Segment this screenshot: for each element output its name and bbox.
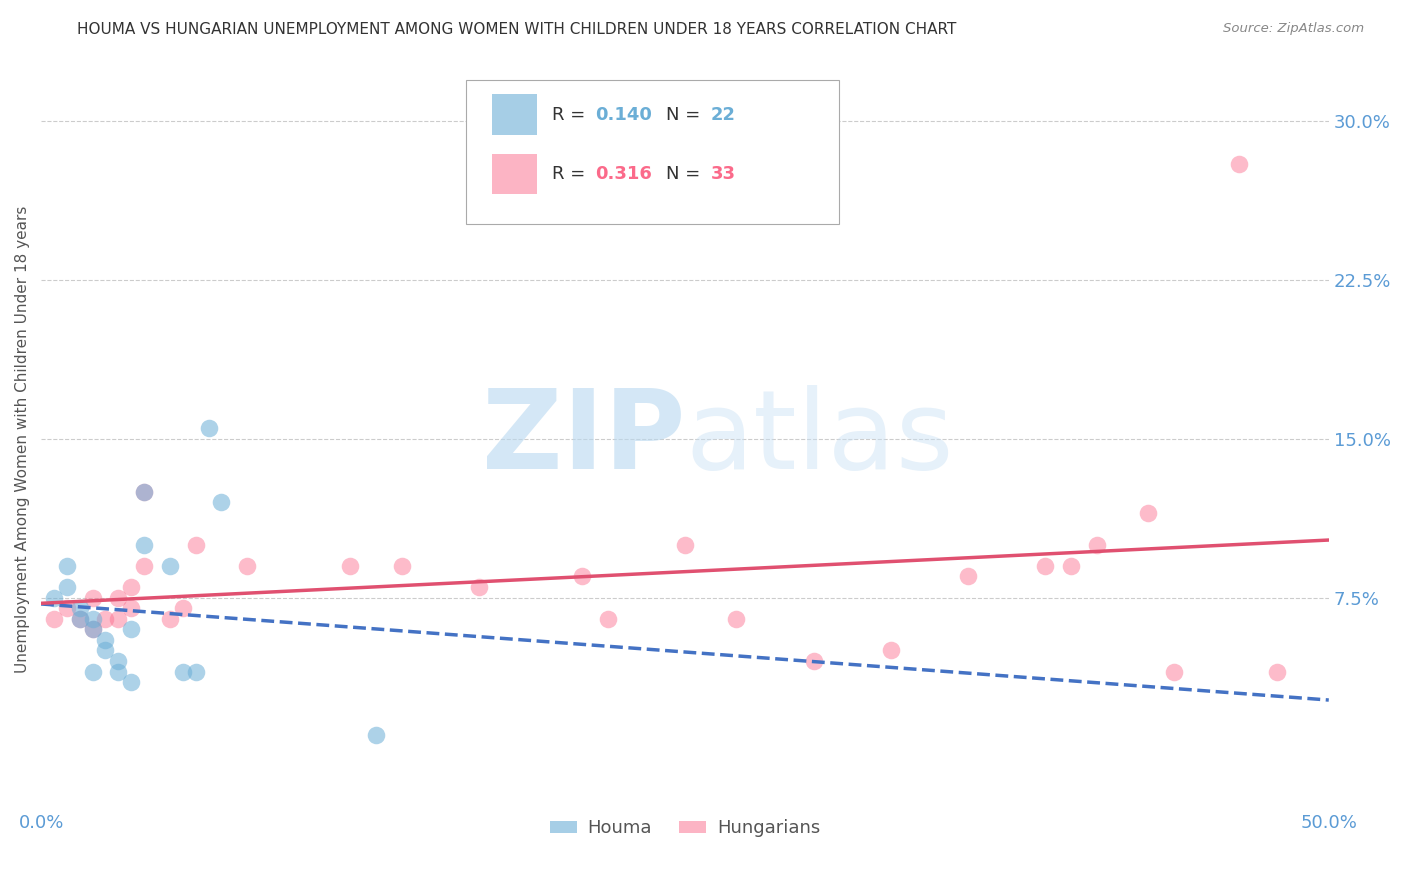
Point [803, 654, 825, 668]
Point [364, 728, 387, 742]
Bar [492, 153, 537, 194]
Point [1137, 506, 1160, 520]
Point [42, 591, 65, 605]
Point [571, 569, 593, 583]
Text: N =: N = [665, 165, 706, 184]
Text: ZIP: ZIP [482, 385, 685, 492]
Text: 22: 22 [710, 106, 735, 124]
Point [172, 601, 194, 615]
Text: 0.316: 0.316 [595, 165, 651, 184]
Point [82, 612, 104, 626]
Point [134, 538, 156, 552]
Text: 33: 33 [710, 165, 735, 184]
Text: N =: N = [665, 106, 706, 124]
Point [1265, 665, 1288, 679]
Point [236, 558, 259, 573]
Point [107, 591, 129, 605]
Y-axis label: Unemployment Among Women with Children Under 18 years: Unemployment Among Women with Children U… [15, 205, 30, 673]
Point [673, 538, 696, 552]
Point [184, 665, 207, 679]
Point [209, 495, 232, 509]
Point [172, 665, 194, 679]
Point [159, 612, 181, 626]
Point [107, 612, 129, 626]
Text: Source: ZipAtlas.com: Source: ZipAtlas.com [1223, 22, 1364, 36]
Point [56, 558, 79, 573]
Point [596, 612, 619, 626]
Point [56, 601, 79, 615]
Point [69, 612, 91, 626]
Legend: Houma, Hungarians: Houma, Hungarians [543, 812, 828, 845]
Point [69, 601, 91, 615]
Point [94, 632, 117, 647]
Point [107, 665, 129, 679]
Point [468, 580, 491, 594]
FancyBboxPatch shape [465, 79, 839, 224]
Point [120, 601, 142, 615]
Point [120, 580, 142, 594]
Point [1060, 558, 1083, 573]
Point [184, 538, 207, 552]
Point [82, 622, 104, 636]
Point [82, 622, 104, 636]
Point [197, 421, 219, 435]
Point [1227, 157, 1250, 171]
Point [1085, 538, 1108, 552]
Point [94, 612, 117, 626]
Point [880, 643, 903, 657]
Point [134, 484, 156, 499]
Point [339, 558, 361, 573]
Point [120, 675, 142, 690]
Point [134, 484, 156, 499]
Point [107, 654, 129, 668]
Text: R =: R = [553, 165, 592, 184]
Point [120, 622, 142, 636]
Point [56, 580, 79, 594]
Point [82, 591, 104, 605]
Text: R =: R = [553, 106, 592, 124]
Text: atlas: atlas [685, 385, 953, 492]
Point [725, 612, 748, 626]
Point [94, 643, 117, 657]
Text: 0.140: 0.140 [595, 106, 651, 124]
Point [1035, 558, 1057, 573]
Point [957, 569, 980, 583]
Point [159, 558, 181, 573]
Point [1163, 665, 1185, 679]
Point [82, 665, 104, 679]
Point [69, 612, 91, 626]
Bar [492, 95, 537, 136]
Point [134, 558, 156, 573]
Text: HOUMA VS HUNGARIAN UNEMPLOYMENT AMONG WOMEN WITH CHILDREN UNDER 18 YEARS CORRELA: HOUMA VS HUNGARIAN UNEMPLOYMENT AMONG WO… [77, 22, 956, 37]
Point [391, 558, 413, 573]
Point [42, 612, 65, 626]
